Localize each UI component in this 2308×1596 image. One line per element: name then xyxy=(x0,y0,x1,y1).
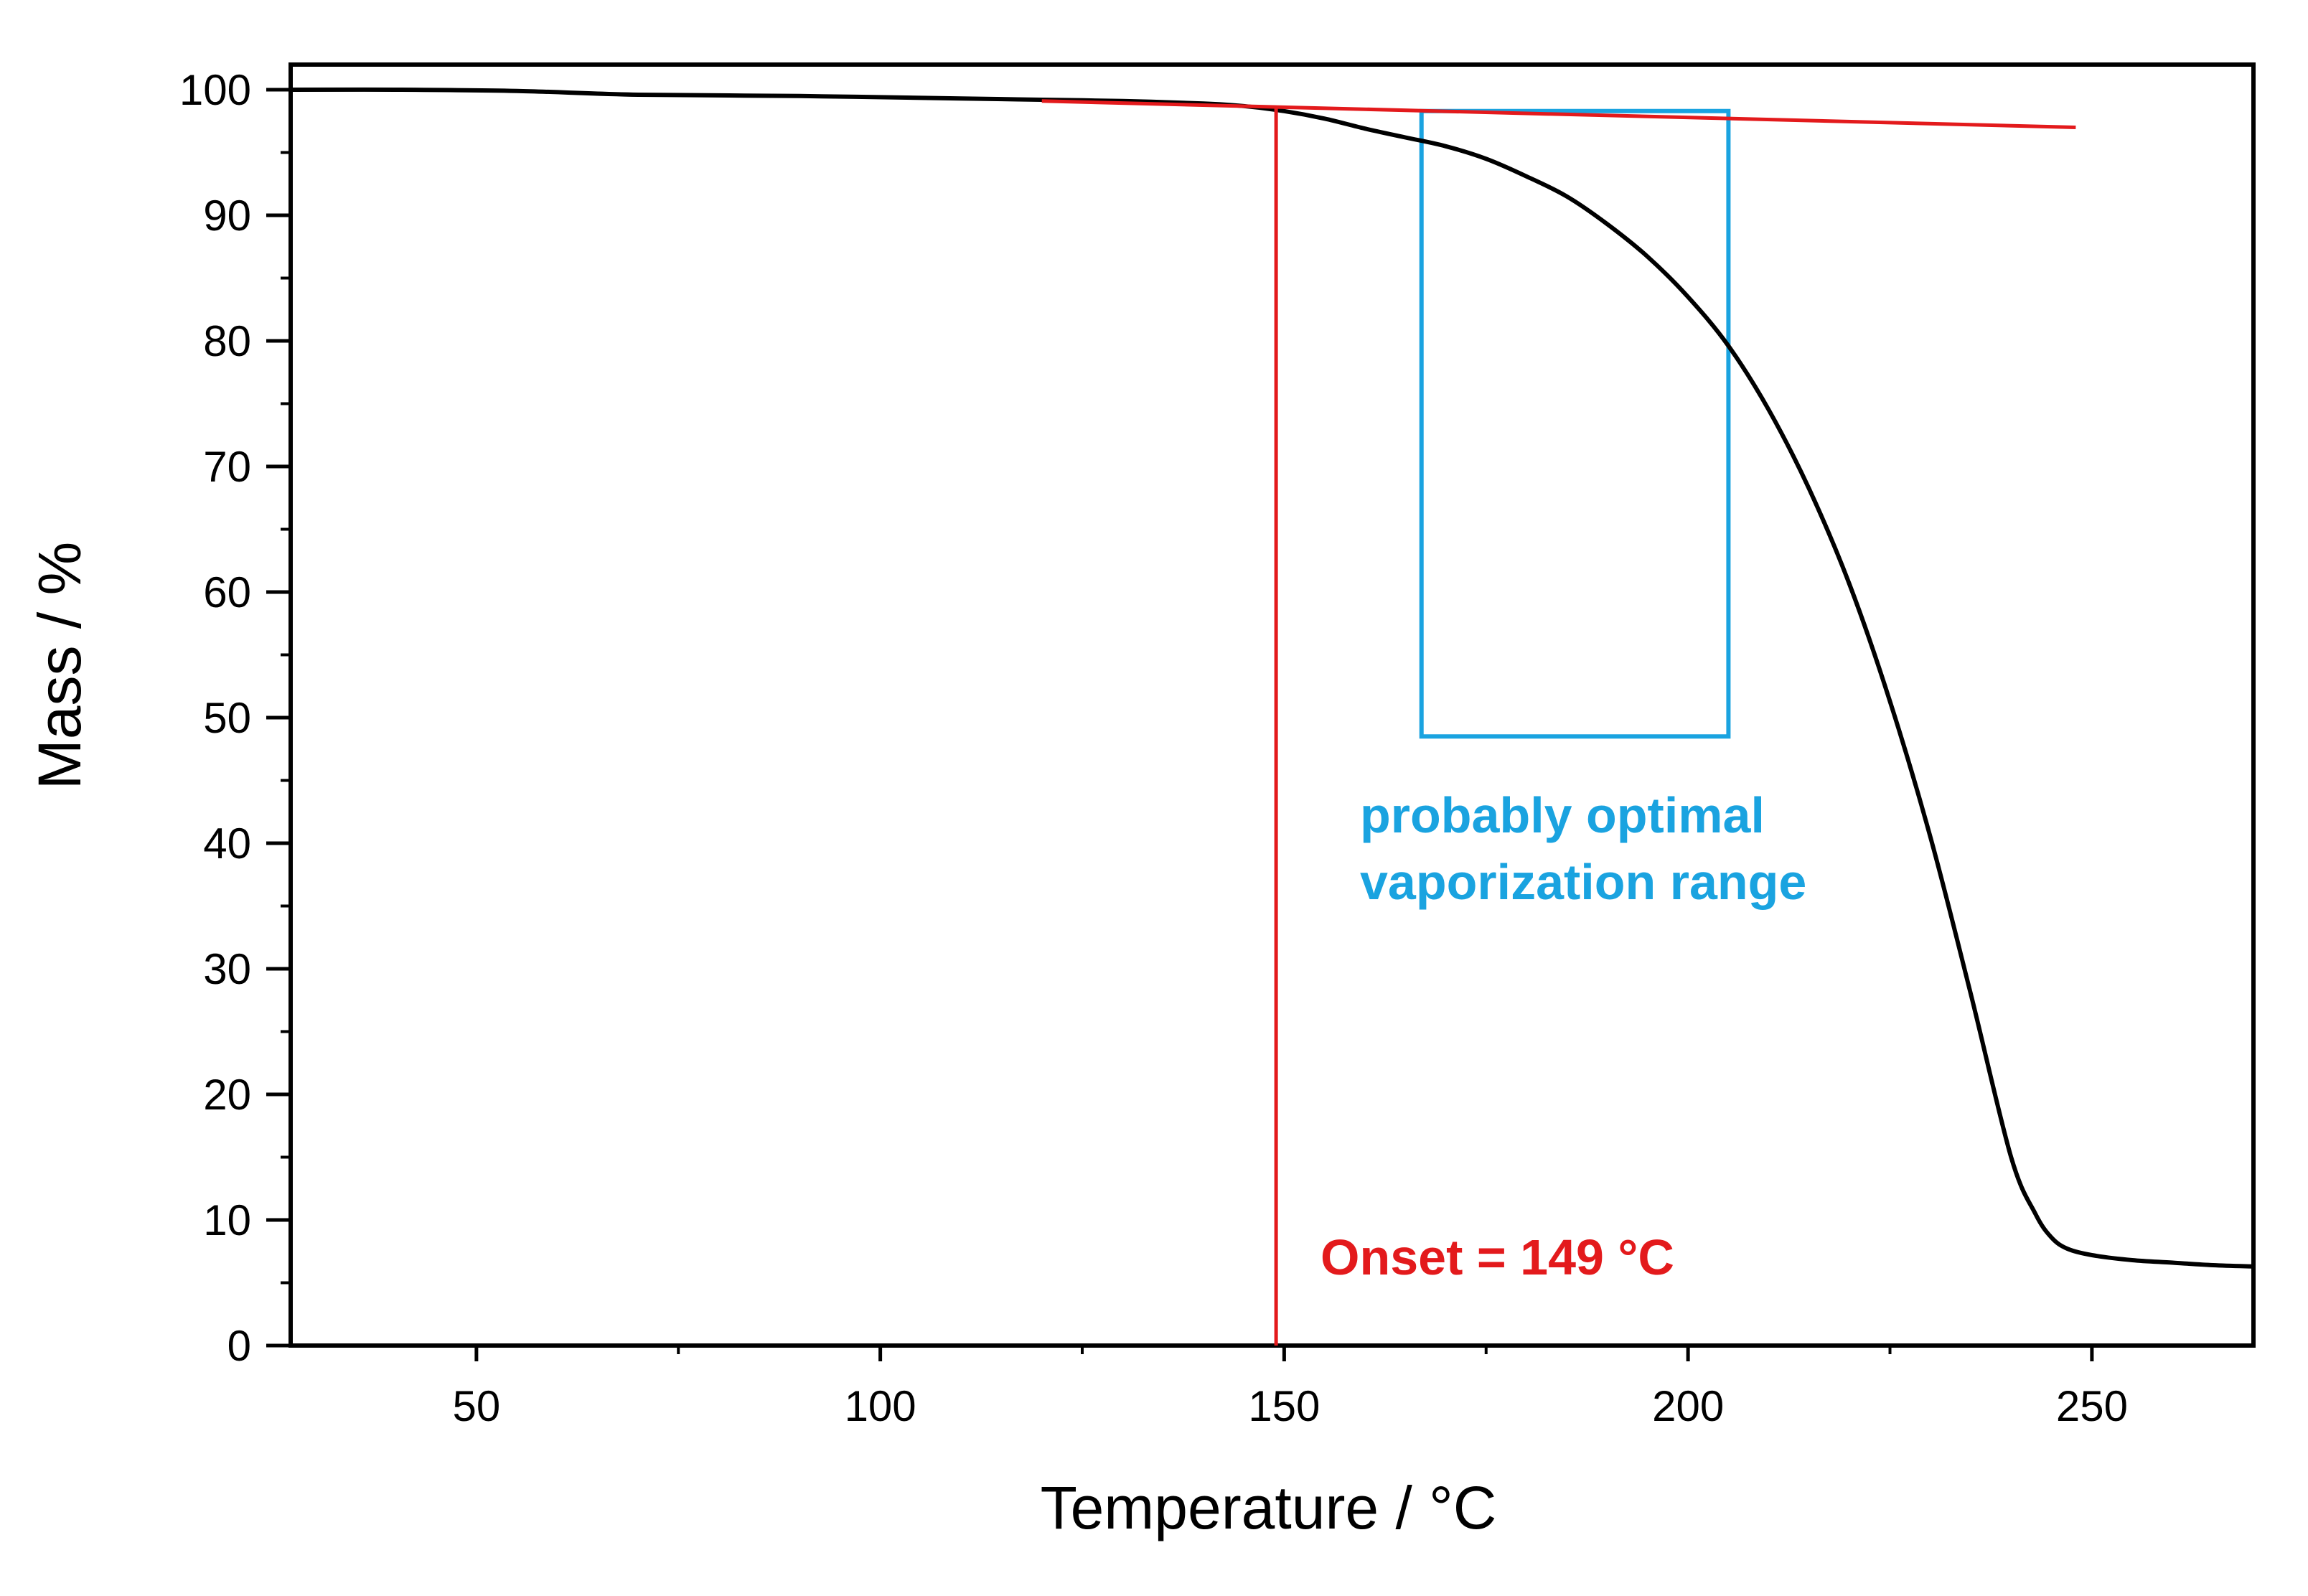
y-tick-label-10: 10 xyxy=(203,1196,251,1244)
y-tick-label-80: 80 xyxy=(203,317,251,365)
tangent-line xyxy=(1041,99,2076,129)
y-tick-label-100: 100 xyxy=(179,66,251,114)
optimal-range-box xyxy=(1419,108,1731,739)
y-tick-label-20: 20 xyxy=(203,1071,251,1119)
y-tick-label-40: 40 xyxy=(203,820,251,868)
x-tick-label-150: 150 xyxy=(1248,1382,1320,1430)
y-axis-title: Mass / % xyxy=(26,542,93,789)
y-tick-label-50: 50 xyxy=(203,694,251,742)
x-axis-title: Temperature / °C xyxy=(1041,1474,1497,1541)
annotation-optimal-range-line1: probably optimal xyxy=(1360,787,1765,843)
plot-frame xyxy=(288,62,2256,1348)
y-tick-label-90: 90 xyxy=(203,192,251,240)
annotations: probably optimal vaporization range Onse… xyxy=(1320,787,1806,1285)
y-tick-label-60: 60 xyxy=(203,568,251,616)
plot-area: 50 100 150 200 250 0 10 20 30 40 50 60 70 80 90 100 xyxy=(179,62,2256,1430)
x-tick-label-50: 50 xyxy=(452,1382,500,1430)
annotation-optimal-range-line2: vaporization range xyxy=(1360,854,1806,910)
y-tick-label-0: 0 xyxy=(227,1322,251,1370)
annotation-onset: Onset = 149 °C xyxy=(1320,1229,1674,1285)
x-tick-label-100: 100 xyxy=(845,1382,916,1430)
x-tick-label-200: 200 xyxy=(1652,1382,1724,1430)
mass-curve xyxy=(290,87,2254,1269)
x-tick-label-250: 250 xyxy=(2056,1382,2128,1430)
y-tick-label-70: 70 xyxy=(203,443,251,491)
y-tick-label-30: 30 xyxy=(203,945,251,993)
